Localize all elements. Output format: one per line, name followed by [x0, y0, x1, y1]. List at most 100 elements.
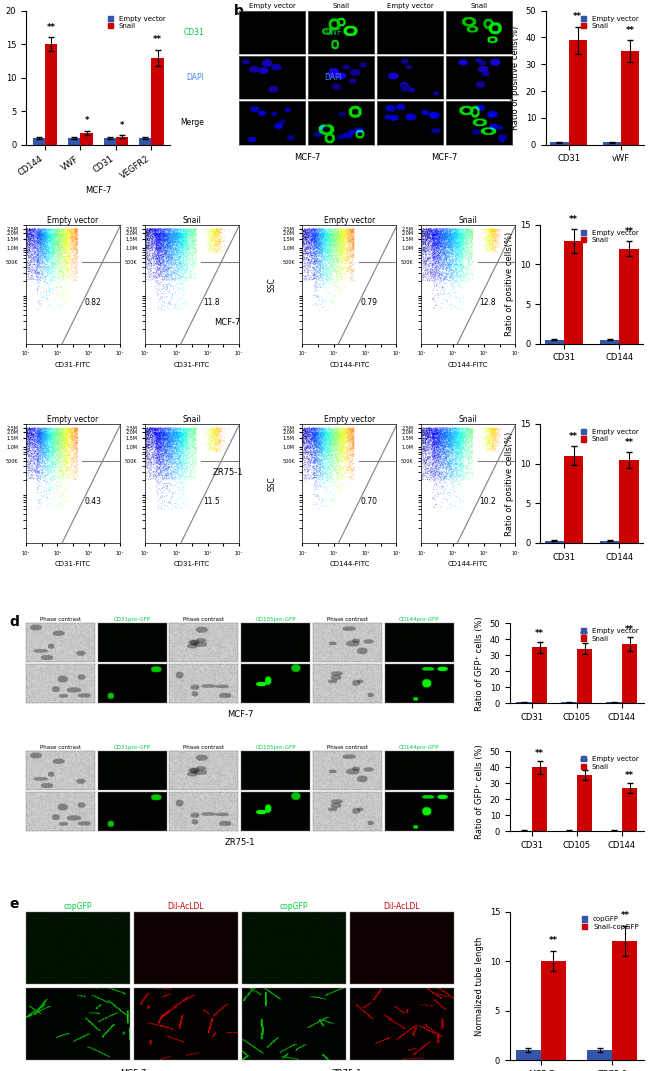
- Point: [448, 429, 458, 447]
- Point: [179, 246, 189, 263]
- Point: [25, 228, 35, 245]
- Point: [300, 235, 310, 252]
- Point: [37, 236, 47, 253]
- Point: [463, 421, 473, 438]
- Point: [317, 451, 328, 468]
- Point: [453, 441, 463, 458]
- Point: [71, 226, 81, 243]
- Point: [167, 446, 177, 463]
- Point: [439, 424, 449, 441]
- Point: [185, 465, 195, 482]
- Point: [32, 238, 43, 255]
- Point: [34, 451, 44, 468]
- Point: [346, 241, 356, 258]
- Point: [306, 236, 317, 253]
- Point: [64, 248, 74, 266]
- Point: [42, 423, 52, 440]
- Point: [45, 443, 55, 461]
- Point: [434, 261, 444, 278]
- Point: [142, 429, 153, 447]
- Point: [493, 226, 504, 243]
- Point: [436, 434, 446, 451]
- Point: [206, 421, 216, 438]
- Point: [53, 246, 64, 263]
- Point: [436, 244, 446, 261]
- Point: [315, 491, 325, 508]
- Point: [426, 262, 436, 280]
- Point: [189, 231, 200, 248]
- Point: [144, 235, 154, 252]
- Point: [461, 437, 471, 454]
- Point: [429, 250, 439, 267]
- Point: [43, 426, 53, 443]
- Point: [325, 233, 335, 251]
- Point: [164, 272, 174, 289]
- Point: [57, 436, 67, 453]
- Point: [164, 423, 174, 440]
- Point: [319, 228, 330, 245]
- Point: [328, 259, 338, 276]
- Point: [332, 470, 343, 487]
- Point: [43, 425, 53, 442]
- Point: [25, 428, 35, 446]
- Point: [308, 244, 318, 261]
- Point: [446, 229, 456, 246]
- Point: [460, 273, 471, 290]
- Point: [328, 452, 338, 469]
- Point: [30, 240, 40, 257]
- Point: [460, 228, 471, 245]
- Point: [421, 452, 431, 469]
- Point: [182, 240, 192, 257]
- Point: [450, 432, 461, 449]
- Point: [317, 423, 328, 440]
- Point: [164, 424, 175, 441]
- Point: [185, 267, 196, 284]
- Point: [315, 443, 325, 461]
- Point: [328, 423, 339, 440]
- Point: [59, 238, 70, 255]
- Point: [440, 425, 450, 442]
- Point: [322, 283, 333, 300]
- Point: [156, 254, 166, 271]
- Point: [50, 433, 60, 450]
- Point: [47, 456, 57, 473]
- Point: [421, 226, 431, 243]
- Point: [35, 440, 46, 457]
- Point: [46, 238, 57, 255]
- Point: [65, 429, 75, 447]
- Point: [174, 225, 184, 242]
- Point: [33, 233, 44, 251]
- Point: [349, 437, 359, 454]
- Point: [51, 447, 62, 464]
- Point: [36, 225, 46, 242]
- Point: [32, 429, 43, 447]
- Point: [428, 263, 438, 281]
- Point: [181, 227, 191, 244]
- Point: [213, 436, 223, 453]
- Point: [153, 424, 164, 441]
- Point: [419, 447, 429, 464]
- Point: [304, 419, 315, 436]
- Point: [159, 459, 169, 477]
- Point: [313, 426, 323, 443]
- Point: [432, 250, 443, 267]
- Point: [59, 257, 70, 274]
- Point: [162, 478, 172, 495]
- Point: [45, 440, 55, 457]
- Point: [62, 221, 72, 238]
- Point: [443, 250, 453, 267]
- Point: [310, 432, 320, 449]
- Point: [444, 458, 454, 476]
- Point: [323, 458, 333, 476]
- Point: [55, 232, 66, 250]
- Point: [39, 221, 49, 238]
- Point: [55, 428, 65, 446]
- Point: [325, 225, 335, 242]
- Point: [452, 435, 463, 452]
- Point: [312, 229, 322, 246]
- Point: [53, 225, 63, 242]
- Point: [211, 434, 221, 451]
- Point: [445, 459, 455, 477]
- Point: [51, 437, 61, 454]
- Point: [443, 431, 454, 448]
